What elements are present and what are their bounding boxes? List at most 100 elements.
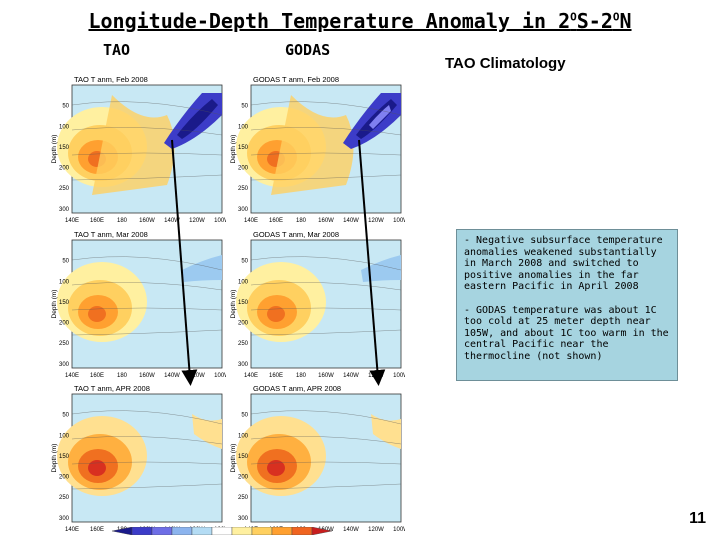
x-tick-label: 160W [139,373,155,379]
colorbar-swatch [231,527,253,535]
x-tick-label: 140E [65,527,79,533]
y-axis-label: Depth (m) [51,290,58,319]
x-tick-label: 160E [90,373,104,379]
panel-tao-feb: TAO T anm, Feb 2008 50 100 150 200 250 300 Dept… [50,73,226,231]
x-tick-label: 140W [164,218,180,224]
y-tick-label: 200 [59,166,70,172]
y-tick-label: 200 [238,475,249,481]
colorbar-swatch [271,527,293,535]
colorbar [112,527,333,535]
y-tick-label: 50 [62,413,69,419]
y-tick-label: 250 [59,495,70,501]
colorbar-swatch [131,527,153,535]
y-tick-label: 100 [59,433,70,439]
panel-heading: TAO T anm, Feb 2008 [74,75,148,84]
y-axis-label: Depth (m) [51,444,58,473]
panel-heading: TAO T anm, APR 2008 [74,384,150,393]
x-tick-label: 120W [189,218,205,224]
x-tick-label: 180 [117,373,128,379]
y-tick-label: 300 [59,362,70,368]
note-paragraph: - Negative subsurface temperature anomal… [464,235,663,292]
x-tick-label: 100W [393,527,405,533]
panel-godas-feb: GODAS T anm, Feb 2008 50 100 150 200 250 300 De… [229,73,405,231]
page-number: 11 [689,510,706,527]
y-tick-label: 300 [238,516,249,522]
y-tick-label: 200 [238,321,249,327]
y-axis-label: Depth (m) [230,444,237,473]
y-tick-label: 100 [59,124,70,130]
panel-heading: GODAS T anm, APR 2008 [253,384,341,393]
y-axis-label: Depth (m) [230,290,237,319]
x-tick-label: 180 [296,373,307,379]
y-tick-label: 150 [59,300,70,306]
panel-godas-apr: GODAS T anm, APR 2008 50 100 150 200 250 300 De… [229,382,405,540]
y-tick-label: 150 [59,145,70,151]
colorbar-swatch [311,527,333,535]
y-tick-label: 100 [238,279,249,285]
x-tick-label: 140W [164,373,180,379]
column-label-tao-climatology: TAO Climatology [445,55,566,72]
x-tick-label: 160E [269,218,283,224]
y-axis-label: Depth (m) [51,135,58,164]
y-axis-label: Depth (m) [230,135,237,164]
x-tick-label: 140E [244,373,258,379]
x-tick-label: 140W [343,527,359,533]
x-tick-label: 100W [393,218,405,224]
colorbar-swatch [171,527,193,535]
x-tick-label: 100W [393,373,405,379]
panel-tao-apr: TAO T anm, APR 2008 50 100 150 200 250 300 Dept… [50,382,226,540]
y-tick-label: 300 [59,207,70,213]
y-tick-label: 250 [59,341,70,347]
y-tick-label: 50 [241,104,248,110]
panel-tao-mar: TAO T anm, Mar 2008 50 100 150 200 250 300 Dept… [50,228,226,386]
y-tick-label: 50 [62,259,69,265]
y-tick-label: 50 [241,259,248,265]
x-tick-label: 160E [90,218,104,224]
x-tick-label: 120W [368,218,384,224]
x-tick-label: 100W [214,373,226,379]
colorbar-swatch [191,527,213,535]
y-tick-label: 300 [59,516,70,522]
y-tick-label: 250 [238,495,249,501]
x-tick-label: 140E [65,373,79,379]
x-tick-label: 140E [244,218,258,224]
x-tick-label: 160W [139,218,155,224]
panel-heading: GODAS T anm, Feb 2008 [253,75,339,84]
slide-title: Longitude-Depth Temperature Anomaly in 2… [88,9,632,33]
y-tick-label: 150 [238,145,249,151]
colorbar-swatch [112,527,133,535]
y-tick-label: 200 [238,166,249,172]
y-tick-label: 250 [238,186,249,192]
y-tick-label: 250 [238,341,249,347]
panel-heading: TAO T anm, Mar 2008 [74,230,148,239]
y-tick-label: 150 [238,300,249,306]
x-tick-label: 120W [368,527,384,533]
x-tick-label: 100W [214,218,226,224]
y-tick-label: 100 [238,433,249,439]
x-tick-label: 160E [90,527,104,533]
y-tick-label: 200 [59,475,70,481]
y-tick-label: 200 [59,321,70,327]
note-paragraph: - GODAS temperature was about 1C too col… [464,304,669,362]
y-tick-label: 250 [59,186,70,192]
column-label-tao: TAO [103,41,131,59]
x-tick-label: 160E [269,373,283,379]
panel-godas-mar: GODAS T anm, Mar 2008 50 100 150 200 250 300 De… [229,228,405,386]
y-tick-label: 100 [59,279,70,285]
column-label-godas: GODAS [285,41,331,59]
x-tick-label: 140W [343,373,359,379]
x-tick-label: 180 [117,218,128,224]
y-tick-label: 50 [62,104,69,110]
y-tick-label: 300 [238,362,249,368]
notes-box: - Negative subsurface temperature anomal… [456,229,678,381]
y-tick-label: 300 [238,207,249,213]
x-tick-label: 160W [318,218,334,224]
y-tick-label: 50 [241,413,248,419]
y-tick-label: 150 [59,454,70,460]
x-tick-label: 120W [189,373,205,379]
colorbar-swatch [251,527,273,535]
panel-heading: GODAS T anm, Mar 2008 [253,230,339,239]
x-tick-label: 140W [343,218,359,224]
x-tick-label: 120W [368,373,384,379]
y-tick-label: 150 [238,454,249,460]
